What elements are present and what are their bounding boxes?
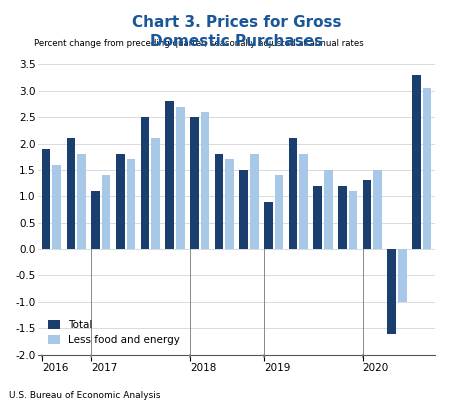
Bar bbox=[387, 249, 396, 334]
Bar bbox=[67, 138, 75, 249]
Bar bbox=[140, 117, 149, 249]
Bar bbox=[363, 180, 371, 249]
Bar bbox=[215, 154, 223, 249]
Bar bbox=[126, 159, 135, 249]
Bar bbox=[349, 191, 357, 249]
Bar bbox=[288, 138, 297, 249]
Bar bbox=[116, 154, 125, 249]
Bar bbox=[299, 154, 308, 249]
Bar bbox=[264, 202, 273, 249]
Bar bbox=[250, 154, 259, 249]
Bar bbox=[225, 159, 234, 249]
Bar bbox=[151, 138, 160, 249]
Bar bbox=[423, 88, 431, 249]
Bar bbox=[42, 149, 50, 249]
Bar bbox=[102, 175, 110, 249]
Bar bbox=[176, 106, 184, 249]
Bar bbox=[53, 165, 61, 249]
Text: U.S. Bureau of Economic Analysis: U.S. Bureau of Economic Analysis bbox=[9, 391, 161, 400]
Legend: Total, Less food and energy: Total, Less food and energy bbox=[43, 316, 184, 350]
Bar bbox=[201, 112, 209, 249]
Bar bbox=[77, 154, 86, 249]
Bar bbox=[398, 249, 407, 302]
Bar bbox=[274, 175, 283, 249]
Bar bbox=[338, 186, 346, 249]
Text: Percent change from preceding quarter, seasonally adjusted at annual rates: Percent change from preceding quarter, s… bbox=[34, 39, 364, 48]
Bar bbox=[239, 170, 248, 249]
Bar bbox=[412, 75, 421, 249]
Bar bbox=[165, 101, 174, 249]
Bar bbox=[313, 186, 322, 249]
Bar bbox=[190, 117, 198, 249]
Bar bbox=[91, 191, 100, 249]
Bar bbox=[324, 170, 333, 249]
Bar bbox=[374, 170, 382, 249]
Title: Chart 3. Prices for Gross
Domestic Purchases: Chart 3. Prices for Gross Domestic Purch… bbox=[132, 15, 342, 49]
